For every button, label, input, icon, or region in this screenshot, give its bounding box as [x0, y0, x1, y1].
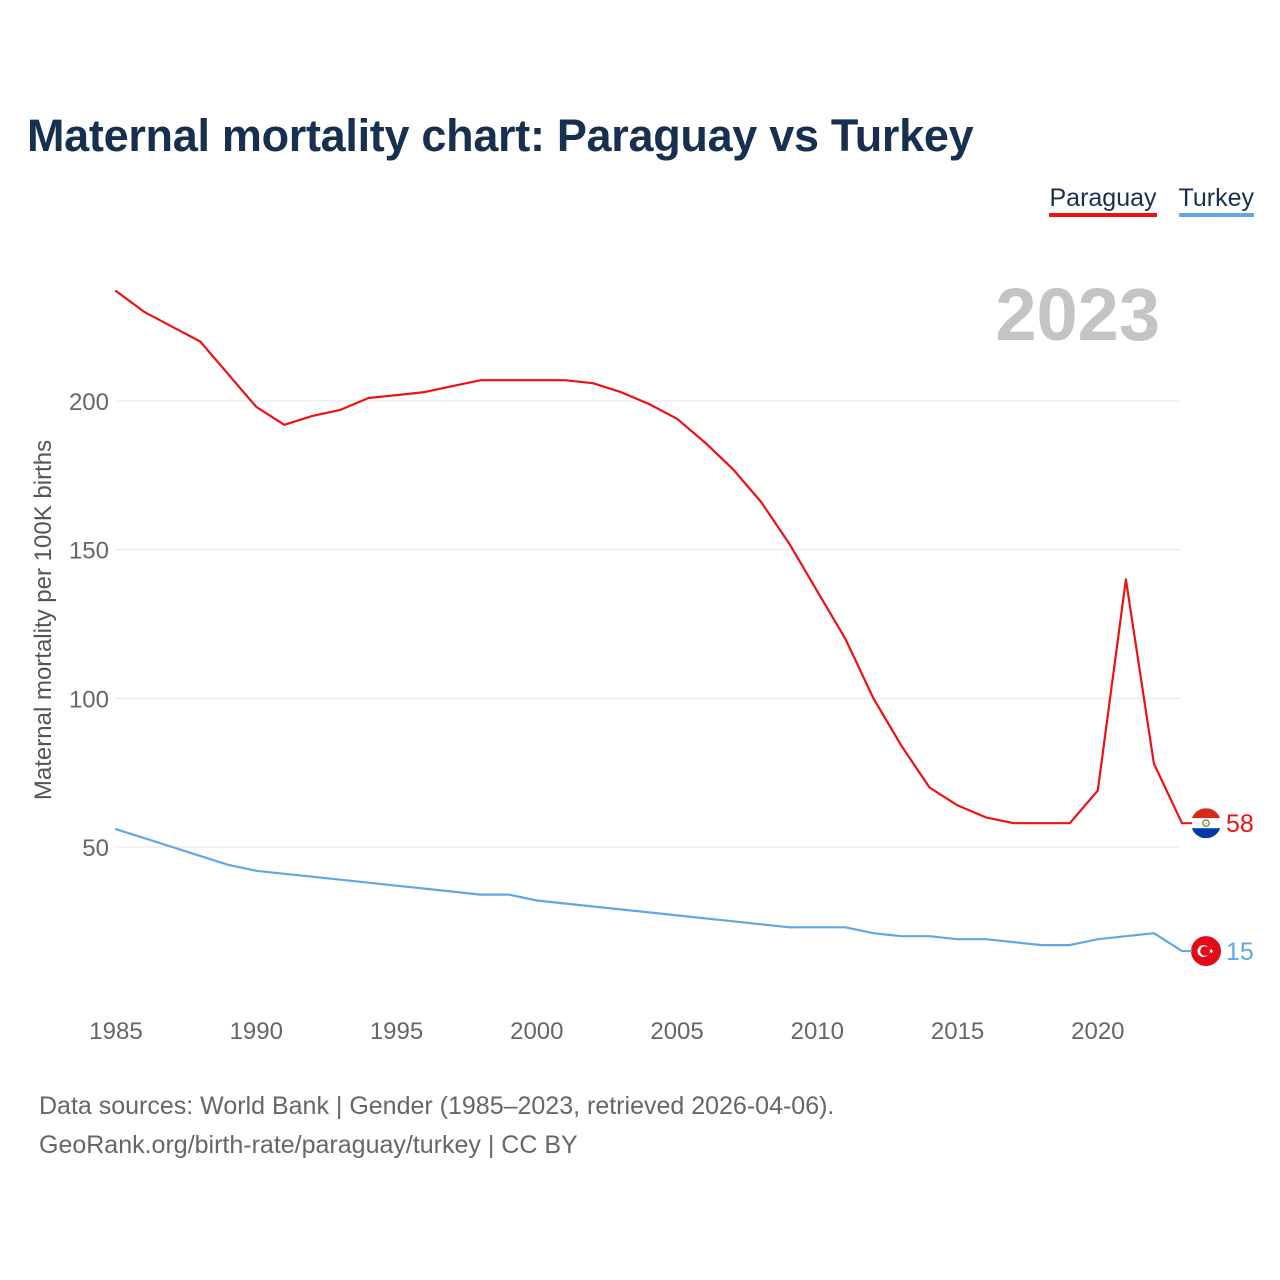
y-tick-label: 200 — [69, 389, 109, 416]
x-tick-label: 1990 — [230, 1018, 283, 1045]
attribution-text: GeoRank.org/birth-rate/paraguay/turkey |… — [39, 1131, 578, 1159]
y-axis-label: Maternal mortality per 100K births — [30, 440, 57, 800]
x-axis-ticks: 1985 1990 1995 2000 2005 2010 2015 2020 — [89, 1018, 1124, 1045]
end-label-turkey: 15 — [1226, 938, 1254, 966]
y-tick-label: 50 — [82, 835, 109, 862]
x-tick-label: 2005 — [650, 1018, 703, 1045]
grid-lines — [116, 400, 1180, 848]
series-line-paraguay — [114, 289, 1184, 825]
year-watermark: 2023 — [995, 273, 1160, 356]
series-line-turkey — [114, 828, 1184, 953]
y-tick-label: 150 — [69, 538, 109, 565]
turkey-flag-icon — [1191, 936, 1221, 967]
x-tick-label: 1985 — [89, 1018, 142, 1045]
series-lines — [114, 289, 1184, 953]
legend-item-paraguay[interactable]: Paraguay — [1049, 184, 1157, 217]
chart-title: Maternal mortality chart: Paraguay vs Tu… — [27, 110, 974, 161]
y-tick-label: 100 — [69, 686, 109, 713]
paraguay-flag-icon — [1191, 808, 1221, 839]
x-tick-label: 2020 — [1071, 1018, 1124, 1045]
x-tick-label: 2010 — [791, 1018, 844, 1045]
x-tick-label: 2000 — [510, 1018, 563, 1045]
end-markers: 58 15 — [1182, 808, 1254, 967]
y-axis-ticks: 50 100 150 200 — [69, 389, 109, 862]
x-tick-label: 1995 — [370, 1018, 423, 1045]
x-tick-label: 2015 — [931, 1018, 984, 1045]
data-sources-text: Data sources: World Bank | Gender (1985–… — [39, 1092, 835, 1120]
line-chart: 2023 50 100 150 200 1985 1990 1995 2000 2005 201… — [30, 273, 1254, 1045]
end-label-paraguay: 58 — [1226, 810, 1254, 838]
footer: Data sources: World Bank | Gender (1985–… — [39, 1087, 834, 1165]
legend: Paraguay Turkey — [1049, 184, 1254, 217]
legend-item-turkey[interactable]: Turkey — [1178, 184, 1254, 217]
